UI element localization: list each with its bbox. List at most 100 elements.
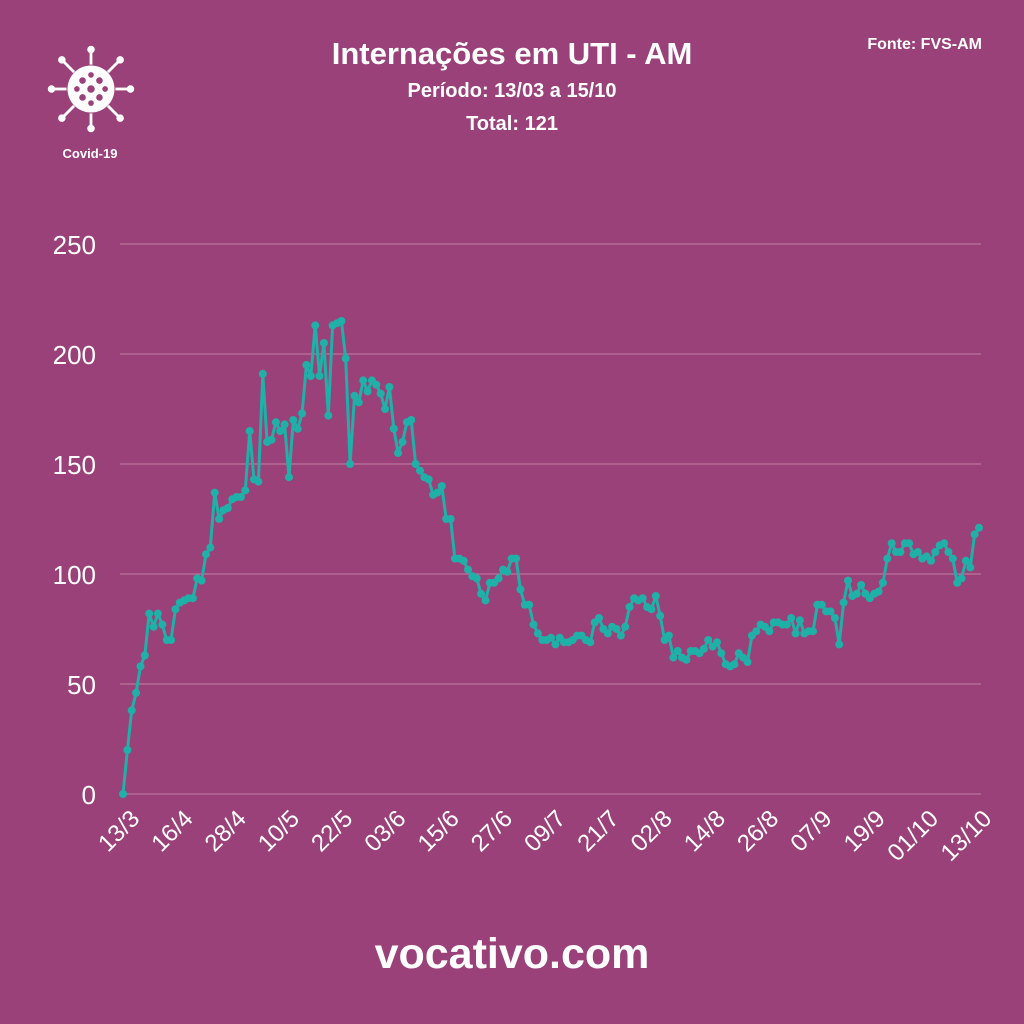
data-point <box>385 383 394 391</box>
x-tick-label: 22/5 <box>306 805 358 857</box>
data-point <box>970 530 979 539</box>
data-point <box>149 622 158 631</box>
y-tick-label: 100 <box>53 560 96 590</box>
x-tick-label: 27/6 <box>466 805 518 857</box>
data-point <box>682 655 691 664</box>
y-tick-label: 150 <box>53 450 96 480</box>
data-point <box>961 556 970 565</box>
data-point <box>612 625 621 633</box>
x-tick-label: 26/8 <box>732 805 784 857</box>
data-point <box>346 460 355 468</box>
x-tick-label: 07/9 <box>785 805 837 857</box>
data-point <box>188 594 197 603</box>
x-tick-label: 13/10 <box>936 805 998 867</box>
logo-label: Covid-19 <box>62 146 118 161</box>
data-point <box>817 600 826 609</box>
data-point <box>123 746 132 754</box>
data-point <box>743 658 752 666</box>
data-point <box>699 644 708 653</box>
data-point <box>857 581 866 589</box>
x-tick-label: 21/7 <box>572 805 624 857</box>
y-tick-label: 250 <box>53 230 96 260</box>
data-point <box>197 576 206 585</box>
data-point <box>258 369 267 378</box>
data-point <box>948 554 957 563</box>
data-point <box>136 662 145 671</box>
data-point <box>704 636 713 644</box>
x-tick-label: 10/5 <box>253 805 305 857</box>
data-point <box>787 614 796 622</box>
x-tick-label: 15/6 <box>413 805 465 857</box>
y-tick-label: 50 <box>67 670 96 700</box>
data-point <box>826 607 835 616</box>
footer-site: vocativo.com <box>374 930 650 978</box>
data-point <box>289 416 298 424</box>
data-point <box>481 596 490 605</box>
data-point <box>830 614 839 622</box>
data-point <box>656 611 665 620</box>
data-point <box>503 567 512 576</box>
data-point <box>341 354 350 363</box>
data-point <box>171 605 180 614</box>
data-point <box>638 594 647 603</box>
data-point <box>202 550 210 559</box>
data-point <box>664 631 673 640</box>
data-point <box>132 688 141 697</box>
data-point <box>363 387 372 396</box>
data-point <box>651 592 660 600</box>
data-point <box>713 638 721 647</box>
data-point <box>376 389 385 398</box>
data-point <box>673 647 682 655</box>
data-point <box>551 640 560 649</box>
data-point <box>795 616 804 625</box>
data-point <box>512 554 521 563</box>
data-point <box>874 587 883 596</box>
data-point <box>730 660 739 669</box>
data-point <box>533 629 542 638</box>
data-point <box>285 473 293 482</box>
data-point <box>280 420 289 429</box>
data-point <box>839 598 848 607</box>
chart-title: Internações em UTI - AM <box>331 36 693 71</box>
data-point <box>477 589 486 598</box>
data-point <box>350 391 359 400</box>
x-tick-label: 02/8 <box>626 805 678 857</box>
x-tick-label: 14/8 <box>679 805 731 857</box>
data-point <box>158 620 167 629</box>
data-point <box>394 449 403 457</box>
data-point <box>603 629 612 638</box>
data-point <box>896 548 905 556</box>
data-point <box>547 633 555 642</box>
data-point <box>215 515 224 523</box>
data-point <box>437 482 446 490</box>
data-point <box>975 523 983 532</box>
x-tick-label: 28/4 <box>200 805 252 857</box>
data-point <box>809 627 817 636</box>
data-point <box>359 376 368 385</box>
data-point <box>271 418 280 427</box>
data-point <box>302 361 311 369</box>
data-point <box>464 565 472 574</box>
x-tick-label: 13/3 <box>93 805 145 857</box>
data-point <box>140 651 149 660</box>
data-point <box>586 638 595 647</box>
data-point <box>119 790 127 798</box>
data-point <box>844 576 852 585</box>
data-point <box>372 380 381 389</box>
x-tick-label: 03/6 <box>359 805 411 857</box>
y-tick-label: 0 <box>82 780 96 810</box>
data-point <box>944 548 953 556</box>
data-point <box>306 372 315 380</box>
data-point <box>927 556 935 565</box>
data-point <box>315 372 324 380</box>
data-point <box>276 427 285 435</box>
data-point <box>354 398 363 407</box>
data-point <box>516 585 525 594</box>
data-point <box>752 627 761 636</box>
data-point <box>206 543 215 552</box>
data-point <box>931 548 940 556</box>
data-point <box>966 563 975 572</box>
data-point <box>835 640 844 649</box>
data-point <box>236 493 245 501</box>
